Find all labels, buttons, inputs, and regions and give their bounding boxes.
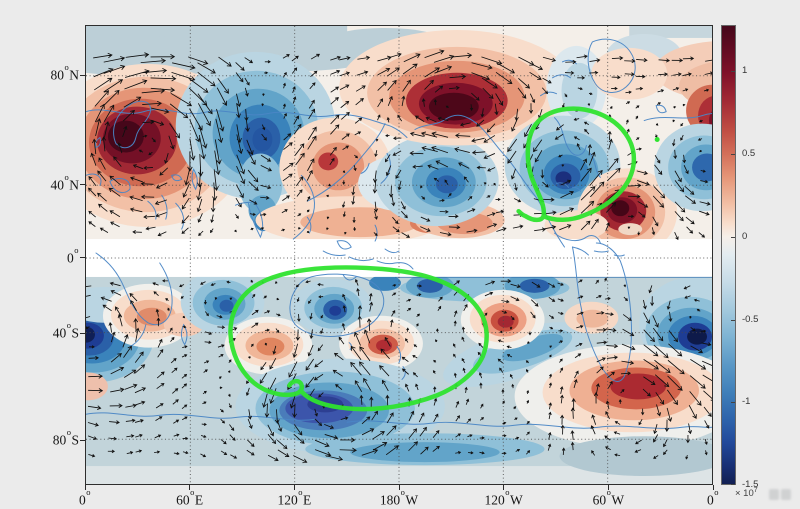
coastline (147, 194, 185, 230)
coastline (414, 114, 508, 158)
contour-fill (252, 127, 273, 152)
coastline (587, 38, 636, 93)
coastline (95, 252, 188, 348)
colorbar-tick-label: -1 (742, 396, 751, 408)
contour-fill (350, 442, 500, 463)
x-tick-mark (84, 485, 86, 490)
y-tick-mark (80, 439, 85, 441)
colorbar-tick-label: -1.5 (742, 479, 759, 490)
contour-fill (629, 26, 712, 38)
y-tick-mark (80, 257, 85, 259)
coastline (360, 152, 391, 242)
contour-fill (435, 175, 458, 194)
watermark (769, 487, 795, 501)
contour-fill (416, 278, 443, 293)
colorbar-tick-label: 1 (742, 65, 748, 77)
coastline (235, 200, 264, 239)
contour-fill (544, 210, 609, 241)
colorbar-tick-label: -0.5 (742, 313, 759, 325)
coastline (342, 274, 357, 351)
plot-area (85, 25, 713, 485)
coastline (555, 182, 581, 192)
contour-fill (428, 92, 479, 121)
x-tick-label: 120oE (277, 486, 312, 508)
colorbar-tick-mark (731, 319, 735, 321)
colorbar-tick-mark (731, 402, 735, 404)
y-tick-label: 40oS (52, 319, 79, 341)
contour-fill (610, 373, 667, 400)
contour-fill (256, 337, 285, 356)
colorbar-tick-mark (731, 154, 735, 156)
x-tick-mark (607, 485, 609, 490)
colorbar-tick-mark (731, 71, 735, 73)
x-tick-label: 0o (707, 486, 719, 508)
annotation-loop-southern-ocean (228, 265, 489, 412)
coastline (292, 174, 315, 240)
coastline (86, 173, 131, 194)
annotation-circle-north-atlantic (516, 106, 637, 223)
coastline (593, 250, 625, 257)
annotation-dot (654, 137, 660, 142)
y-tick-mark (80, 332, 85, 334)
coastline (540, 59, 667, 114)
contour-fill (238, 153, 283, 214)
coastline (86, 412, 712, 429)
contour-fill (86, 372, 108, 401)
x-tick-label: 120oW (484, 486, 523, 508)
y-tick-label: 40oN (50, 171, 80, 193)
quiver-arrows (86, 49, 712, 464)
contour-fill (86, 466, 712, 484)
y-tick-label: 80oN (50, 61, 80, 83)
map-canvas (86, 26, 712, 484)
contour-fill (86, 326, 95, 343)
coastline (94, 136, 101, 149)
contour-fill (219, 299, 234, 312)
coastline (322, 240, 414, 270)
coastline (306, 123, 386, 202)
colorbar-multiplier: × 107 (735, 487, 758, 500)
y-tick-label: 80oS (52, 426, 79, 448)
coastline (289, 273, 385, 337)
contour-fill (369, 274, 401, 291)
colorbar-tick-mark (731, 484, 735, 485)
contour-fill (519, 278, 550, 293)
x-tick-label: 60oE (176, 486, 204, 508)
y-tick-mark (80, 74, 85, 76)
x-tick-mark (293, 485, 295, 490)
contour-fill (559, 436, 712, 477)
coastline (643, 113, 712, 122)
coastline (396, 346, 406, 380)
x-tick-mark (712, 485, 714, 490)
contour-fill (502, 333, 564, 362)
colorbar-tick-label: 0.5 (742, 148, 756, 160)
coastline (571, 242, 632, 382)
coastline (554, 232, 601, 256)
colorbar (721, 25, 736, 485)
x-tick-label: 180oW (379, 486, 419, 508)
colorbar-tick-mark (731, 236, 735, 238)
contour-fill (497, 315, 514, 328)
colorbar-tick-label: 0 (742, 230, 748, 242)
contour-fill (318, 152, 339, 171)
y-tick-label: 0o (67, 244, 79, 266)
contour-fill (618, 223, 643, 236)
x-tick-mark (398, 485, 400, 490)
coastline (86, 109, 408, 139)
contour-fill (300, 207, 420, 238)
y-tick-mark (80, 184, 85, 186)
x-tick-mark (189, 485, 191, 490)
contour-fill (611, 200, 630, 217)
contour-fill (329, 305, 342, 316)
x-tick-label: 60oW (592, 486, 625, 508)
contour-fill (687, 328, 708, 345)
x-tick-mark (503, 485, 505, 490)
contour-fill (692, 153, 712, 182)
coastline (113, 100, 152, 149)
contour-fill (136, 307, 167, 326)
x-tick-label: 0o (79, 486, 91, 508)
coastline (171, 168, 198, 191)
